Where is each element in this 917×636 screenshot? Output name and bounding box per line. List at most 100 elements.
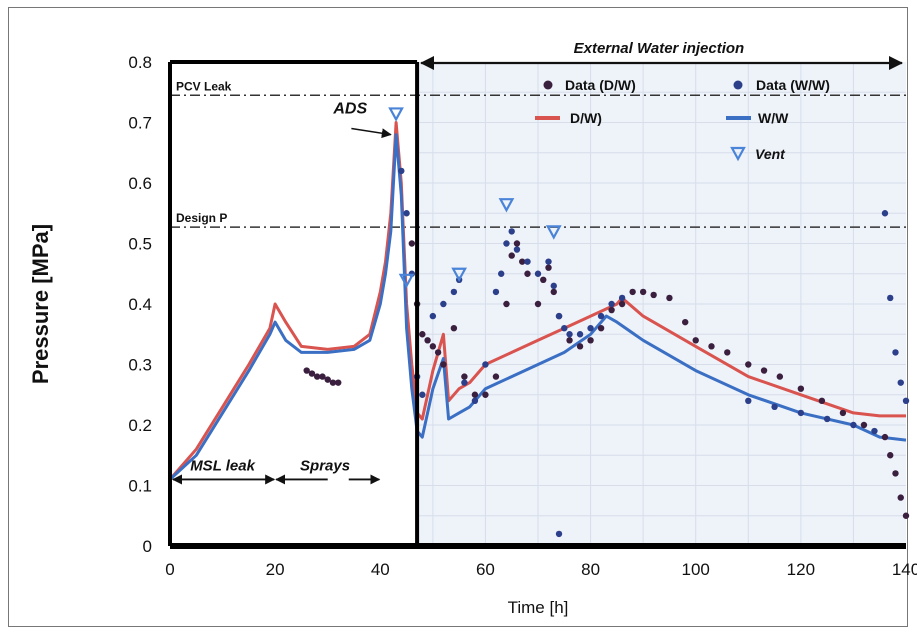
data-point-3 (771, 403, 778, 411)
y-tick-label: 0.3 (128, 356, 152, 375)
x-tick-label: 20 (266, 560, 285, 579)
data-point-3 (534, 270, 542, 277)
data-point-3 (550, 282, 557, 290)
series-line-1 (168, 133, 907, 481)
data-point-2 (576, 343, 584, 350)
data-point-2 (618, 300, 626, 308)
series-line-0 (168, 121, 906, 481)
x-tick-label: 40 (371, 560, 390, 579)
data-point-2 (760, 367, 768, 374)
data-point-2 (545, 264, 552, 271)
data-point-2 (503, 300, 510, 308)
x-tick-labels: 0 20 40 60 80 100 120 140 (165, 560, 917, 579)
series-layer (168, 107, 910, 538)
vent-marker (451, 267, 467, 283)
data-point-3 (524, 258, 531, 265)
data-point-2 (308, 370, 316, 377)
data-point-2 (524, 270, 531, 277)
data-point-2 (797, 385, 805, 392)
legend-label-ww: W/W (758, 110, 789, 126)
data-point-2 (650, 291, 657, 299)
y-tick-labels: 0 0.1 0.2 0.3 0.4 0.5 0.6 0.7 0.8 (128, 53, 152, 556)
data-point-2 (839, 409, 847, 417)
x-tick-label: 120 (787, 560, 815, 579)
data-point-2 (892, 470, 899, 477)
data-point-2 (860, 421, 868, 429)
data-point-2 (818, 397, 826, 404)
data-point-3 (429, 312, 437, 320)
data-point-2 (303, 367, 310, 374)
data-point-2 (513, 240, 521, 247)
x-tick-label: 60 (476, 560, 495, 579)
data-point-2 (692, 337, 699, 344)
ads-arrow (351, 127, 392, 139)
data-point-2 (508, 252, 515, 259)
external-injection-label: External Water injection (574, 40, 745, 57)
data-point-3 (498, 270, 505, 277)
data-point-3 (492, 288, 500, 296)
legend-symbol-data-dw (543, 80, 553, 90)
vent-marker (498, 198, 515, 213)
data-point-2 (324, 376, 331, 383)
msl-leak-label: MSL leak (190, 457, 255, 474)
data-point-2 (534, 300, 542, 308)
legend: Data (D/W) Data (W/W) D/W) W/W Vent (535, 77, 830, 162)
data-point-2 (776, 373, 784, 380)
data-point-2 (434, 349, 442, 356)
data-point-2 (887, 452, 894, 459)
legend-label-vent: Vent (755, 146, 786, 162)
data-point-3 (440, 300, 447, 308)
vent-marker (388, 107, 404, 122)
data-point-2 (471, 391, 479, 398)
legend-label-dw: D/W) (570, 110, 602, 126)
data-point-2 (745, 361, 752, 368)
legend-symbol-vent (730, 146, 746, 162)
data-point-3 (461, 379, 468, 386)
data-point-3 (419, 391, 426, 398)
data-point-2 (597, 325, 605, 332)
data-point-2 (566, 337, 573, 344)
data-point-2 (682, 318, 689, 326)
y-tick-label: 0 (143, 537, 152, 556)
data-point-3 (471, 397, 479, 404)
data-point-2 (629, 288, 636, 296)
data-point-2 (492, 373, 500, 380)
data-point-3 (545, 258, 552, 265)
ads-label: ADS (332, 100, 367, 117)
data-point-2 (519, 258, 526, 265)
data-point-2 (461, 373, 468, 380)
data-point-3 (871, 427, 878, 435)
data-point-2 (335, 379, 342, 386)
x-tick-label: 80 (581, 560, 600, 579)
data-point-2 (440, 361, 447, 368)
x-axis-label: Time [h] (508, 598, 569, 617)
data-point-2 (482, 391, 489, 398)
data-point-2 (902, 512, 910, 519)
y-tick-label: 0.4 (128, 295, 152, 314)
data-point-3 (823, 415, 831, 423)
x-tick-label: 0 (165, 560, 174, 579)
legend-label-data-ww: Data (W/W) (756, 77, 830, 93)
data-point-3 (555, 312, 563, 320)
data-point-2 (724, 349, 731, 356)
design-p-label: Design P (176, 211, 227, 225)
data-point-2 (329, 379, 337, 386)
data-point-3 (450, 288, 458, 296)
sprays-label: Sprays (300, 457, 350, 474)
data-point-2 (314, 373, 321, 380)
y-tick-label: 0.2 (128, 416, 152, 435)
data-point-2 (639, 288, 647, 296)
data-point-3 (797, 409, 805, 417)
y-axis-label: Pressure [MPa] (28, 224, 53, 384)
reference-lines (170, 94, 906, 228)
data-point-3 (850, 421, 857, 429)
data-point-2 (450, 325, 458, 332)
y-tick-label: 0.7 (128, 114, 152, 133)
data-point-3 (482, 361, 489, 368)
x-tick-label: 140 (892, 560, 917, 579)
y-tick-label: 0.1 (128, 477, 152, 496)
data-point-2 (540, 276, 547, 283)
y-tick-label: 0.8 (128, 53, 152, 72)
vent-marker (398, 273, 415, 289)
legend-symbol-data-ww (733, 80, 743, 90)
